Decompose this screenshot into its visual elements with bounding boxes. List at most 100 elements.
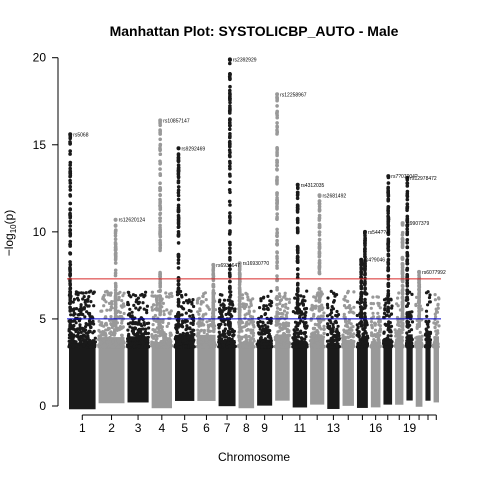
snp-point bbox=[228, 286, 232, 290]
snp-point bbox=[252, 325, 256, 329]
chr-19-base bbox=[406, 334, 413, 401]
snp-point bbox=[162, 312, 166, 317]
snp-point bbox=[76, 333, 80, 337]
snp-point bbox=[275, 259, 280, 264]
snp-point bbox=[113, 253, 118, 258]
snp-point bbox=[347, 310, 351, 314]
top-snp-point bbox=[386, 174, 391, 179]
snp-point bbox=[151, 323, 155, 327]
snp-point bbox=[363, 246, 367, 251]
snp-point bbox=[232, 329, 236, 333]
snp-point bbox=[349, 307, 353, 311]
snp-point bbox=[176, 312, 181, 317]
snp-point bbox=[400, 307, 405, 312]
snp-point bbox=[378, 306, 382, 310]
snp-point bbox=[371, 295, 375, 299]
snp-point bbox=[131, 320, 135, 324]
snp-point bbox=[363, 268, 367, 273]
snp-point bbox=[150, 333, 154, 337]
snp-point bbox=[145, 308, 149, 312]
snp-point bbox=[86, 304, 90, 308]
snp-point bbox=[299, 294, 303, 298]
snp-point bbox=[346, 325, 350, 329]
snp-point bbox=[426, 341, 431, 345]
snp-point bbox=[237, 344, 241, 348]
y-tick-label: 15 bbox=[33, 138, 47, 152]
snp-point bbox=[105, 308, 109, 312]
top-snp-point bbox=[275, 92, 280, 97]
snp-point bbox=[155, 336, 159, 341]
snp-point bbox=[102, 324, 106, 328]
snp-point bbox=[176, 325, 180, 329]
top-snp-point bbox=[363, 229, 367, 234]
x-tick-label: 5 bbox=[181, 421, 188, 435]
snp-point bbox=[304, 335, 308, 339]
snp-point bbox=[294, 335, 298, 339]
snp-point bbox=[275, 234, 279, 238]
snp-point bbox=[434, 307, 438, 311]
snp-point bbox=[176, 230, 181, 234]
snp-point bbox=[158, 161, 163, 165]
snp-point bbox=[309, 307, 313, 311]
snp-point bbox=[144, 290, 148, 294]
snp-point bbox=[238, 322, 242, 327]
snp-point bbox=[211, 311, 216, 316]
snp-point bbox=[79, 312, 83, 316]
snp-point bbox=[400, 321, 405, 326]
snp-point bbox=[220, 293, 224, 297]
y-tick-label: 5 bbox=[39, 312, 46, 326]
snp-point bbox=[222, 344, 226, 348]
top-snp-point bbox=[417, 269, 422, 274]
snp-point bbox=[408, 315, 412, 319]
snp-point bbox=[158, 297, 163, 302]
snp-point bbox=[157, 328, 161, 332]
snp-point bbox=[176, 286, 181, 291]
snp-point bbox=[418, 330, 422, 334]
snp-point bbox=[167, 342, 171, 346]
chr-7-base bbox=[218, 340, 236, 407]
snp-point bbox=[247, 334, 251, 339]
snp-point bbox=[387, 326, 391, 330]
snp-point bbox=[280, 345, 285, 349]
snp-point bbox=[191, 322, 195, 327]
snp-point bbox=[184, 293, 188, 297]
snp-point bbox=[120, 337, 124, 341]
snp-point bbox=[77, 345, 81, 349]
snp-point bbox=[355, 333, 359, 337]
snp-point bbox=[68, 170, 72, 174]
snp-point bbox=[295, 307, 300, 312]
snp-point bbox=[152, 318, 156, 322]
snp-point bbox=[386, 262, 391, 267]
snp-point bbox=[158, 248, 162, 253]
snp-point bbox=[152, 345, 156, 349]
snp-point bbox=[152, 294, 156, 298]
snp-point bbox=[295, 297, 300, 301]
snp-point bbox=[84, 341, 88, 345]
snp-point bbox=[137, 344, 141, 348]
snp-point bbox=[68, 228, 72, 232]
snp-label: rs544??4 bbox=[368, 230, 389, 236]
snp-point bbox=[78, 323, 82, 327]
y-tick-label: 10 bbox=[33, 225, 47, 239]
y-tick-label: 0 bbox=[39, 399, 46, 413]
snp-label: rs4?9046 bbox=[364, 258, 385, 264]
snp-point bbox=[316, 330, 320, 334]
snp-point bbox=[332, 335, 336, 339]
snp-point bbox=[190, 332, 195, 336]
snp-point bbox=[249, 314, 253, 318]
snp-point bbox=[295, 331, 300, 335]
snp-point bbox=[137, 300, 141, 304]
snp-point bbox=[322, 331, 326, 335]
snp-point bbox=[295, 327, 299, 331]
snp-point bbox=[405, 324, 410, 329]
snp-point bbox=[88, 338, 92, 343]
snp-point bbox=[204, 338, 208, 342]
snp-point bbox=[217, 340, 221, 344]
snp-point bbox=[134, 306, 138, 310]
snp-point bbox=[262, 304, 266, 308]
snp-point bbox=[68, 207, 72, 212]
snp-point bbox=[120, 333, 124, 337]
snp-point bbox=[147, 326, 151, 330]
snp-point bbox=[283, 332, 287, 336]
snp-point bbox=[365, 334, 369, 338]
